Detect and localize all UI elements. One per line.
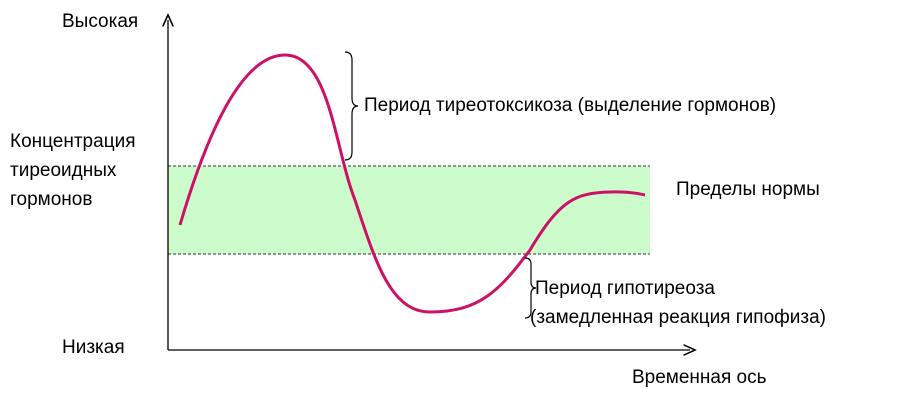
y-label: гормонов [10, 189, 92, 210]
brace [344, 51, 359, 161]
y-label: Концентрация [10, 131, 135, 152]
x-label: Временная ось [632, 367, 767, 388]
hormone-curve [178, 53, 646, 314]
annotation: Период гипотиреоза [535, 278, 715, 299]
y-label: тиреоидных [10, 160, 117, 181]
axis-low: Низкая [62, 337, 125, 358]
brace [524, 257, 537, 319]
axis-high: Высокая [62, 11, 138, 32]
annotation: Пределы нормы [676, 179, 820, 200]
annotation: Период тиреотоксикоза (выделение гормоно… [364, 95, 776, 116]
annotation: (замедленная реакция гипофиза) [530, 307, 826, 328]
normal-band [168, 166, 650, 254]
